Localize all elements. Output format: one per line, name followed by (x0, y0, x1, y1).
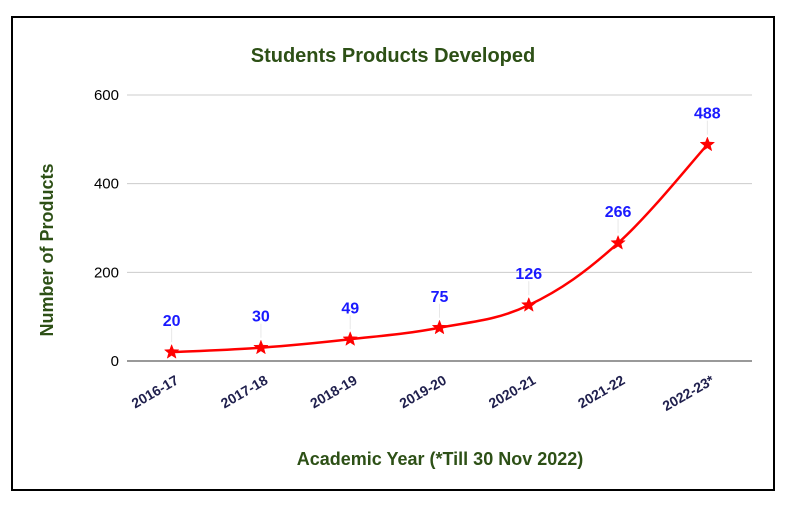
data-point-star (342, 331, 359, 346)
y-tick-label: 0 (111, 353, 119, 370)
x-tick-label: 2016-17 (129, 372, 182, 412)
data-point-star (699, 136, 716, 152)
data-label: 20 (163, 313, 181, 330)
data-point-star (163, 343, 180, 359)
x-tick-label: 2018-19 (307, 372, 360, 412)
y-axis-ticks: 0 200 400 600 (94, 87, 119, 370)
y-tick-label: 600 (94, 87, 119, 104)
x-axis-title: Academic Year (*Till 30 Nov 2022) (297, 449, 584, 469)
data-label: 30 (252, 309, 270, 326)
data-point-star (431, 319, 448, 335)
y-axis-title: Number of Products (37, 163, 57, 336)
chart-title: Students Products Developed (251, 45, 536, 67)
x-tick-label: 2017-18 (218, 372, 271, 412)
data-label: 266 (605, 204, 632, 221)
x-tick-label: 2020-21 (486, 372, 539, 412)
x-axis-ticks: 2016-17 2017-18 2018-19 2019-20 2020-21 2021-… (129, 371, 718, 414)
data-label: 75 (431, 289, 449, 306)
data-point-star (610, 234, 626, 250)
y-tick-label: 200 (94, 264, 119, 281)
data-label: 488 (694, 106, 721, 123)
x-tick-label: 2021-22 (575, 372, 628, 412)
x-tick-label: 2022-23* (660, 371, 718, 414)
data-label: 126 (515, 266, 542, 283)
data-point-star (520, 296, 537, 312)
gridlines (127, 94, 752, 273)
x-tick-label: 2019-20 (396, 372, 449, 412)
data-labels: 20 30 49 75 126 266 488 (163, 106, 721, 343)
series-line-group (163, 136, 716, 359)
data-point-star (253, 339, 269, 355)
data-label: 49 (341, 300, 359, 317)
y-tick-label: 400 (94, 176, 119, 193)
